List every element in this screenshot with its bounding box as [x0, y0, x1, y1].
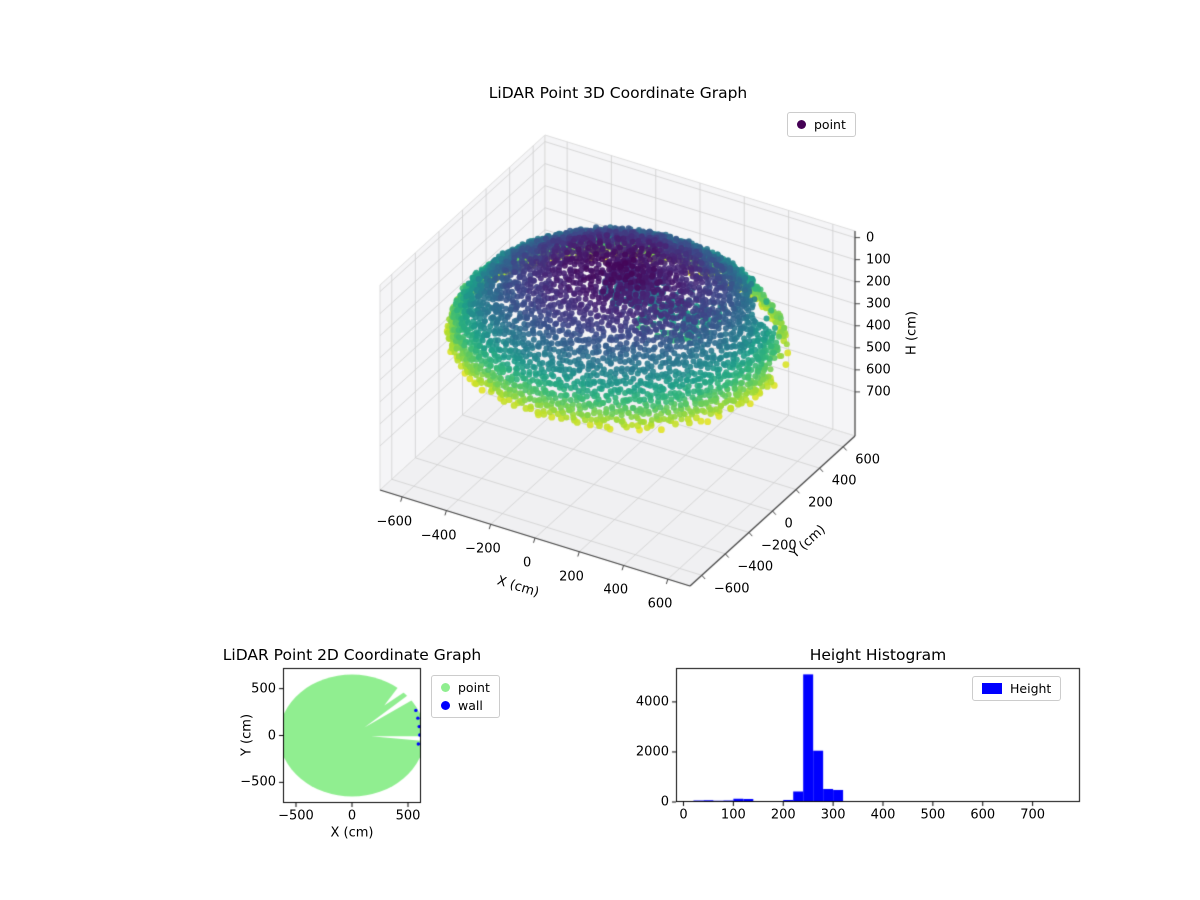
tick-label: 300 — [820, 807, 846, 823]
tick-label: 200 — [808, 495, 833, 511]
tick-label: −400 — [420, 528, 457, 544]
tick-label: 600 — [855, 452, 881, 468]
tick-label: 500 — [920, 807, 946, 823]
histogram-legend: Height — [972, 676, 1062, 701]
tick-label: 400 — [866, 318, 891, 334]
legend-label-height: Height — [1010, 681, 1052, 696]
legend-item-point: point — [797, 117, 846, 132]
legend-label-point: point — [458, 680, 490, 695]
tick-label: 0 — [660, 794, 669, 810]
plot3d-legend: point — [787, 112, 856, 137]
tick-label: 0 — [267, 728, 276, 743]
height-marker-icon — [982, 683, 1002, 694]
wall-marker-icon — [441, 701, 450, 710]
point-marker-icon — [797, 120, 806, 129]
tick-label: −500 — [240, 774, 276, 790]
tick-label: 2000 — [635, 744, 669, 760]
tick-label: 0 — [347, 808, 357, 824]
tick-label: −600 — [713, 581, 750, 597]
tick-label: 0 — [523, 555, 532, 571]
histogram-title: Height Histogram — [809, 646, 947, 664]
tick-label: −200 — [760, 538, 797, 554]
plot2d-legend: point wall — [431, 675, 500, 718]
tick-label: 700 — [866, 384, 891, 400]
tick-label: −400 — [737, 559, 774, 575]
tick-label: 200 — [770, 807, 796, 823]
tick-label: 400 — [603, 582, 629, 598]
tick-label: 400 — [870, 807, 896, 823]
tick-label: 500 — [395, 808, 421, 824]
legend-label-wall: wall — [458, 698, 483, 713]
tick-label: 200 — [559, 569, 584, 585]
tick-label: 200 — [866, 274, 891, 290]
tick-label: 100 — [866, 252, 891, 268]
tick-label: 0 — [866, 230, 875, 246]
legend-item-point: point — [441, 680, 490, 695]
tick-label: 400 — [831, 473, 857, 489]
tick-label: −600 — [376, 514, 413, 530]
tick-label: 700 — [1020, 807, 1046, 823]
legend-item-wall: wall — [441, 698, 483, 713]
tick-label: 100 — [720, 807, 746, 823]
plot2d-yaxis-label: Y (cm) — [239, 713, 255, 757]
plot3d-haxis-label: H (cm) — [904, 311, 920, 355]
tick-label: 600 — [866, 362, 891, 378]
plot2d-title: LiDAR Point 2D Coordinate Graph — [222, 646, 482, 664]
plot2d-xaxis-label: X (cm) — [330, 825, 374, 841]
tick-label: 500 — [251, 681, 276, 697]
tick-label: −500 — [278, 808, 314, 824]
tick-label: 600 — [970, 807, 996, 823]
point-marker-icon — [441, 683, 450, 692]
tick-label: 500 — [866, 340, 891, 356]
tick-label: 600 — [647, 596, 673, 612]
legend-item-height: Height — [982, 681, 1051, 696]
legend-label-point: point — [814, 117, 846, 132]
tick-label: 0 — [784, 516, 793, 532]
tick-label: −200 — [465, 541, 501, 557]
tick-label: 4000 — [635, 694, 669, 710]
tick-label: 0 — [679, 807, 688, 823]
tick-label: 300 — [866, 296, 891, 312]
plot3d-title: LiDAR Point 3D Coordinate Graph — [488, 84, 748, 102]
